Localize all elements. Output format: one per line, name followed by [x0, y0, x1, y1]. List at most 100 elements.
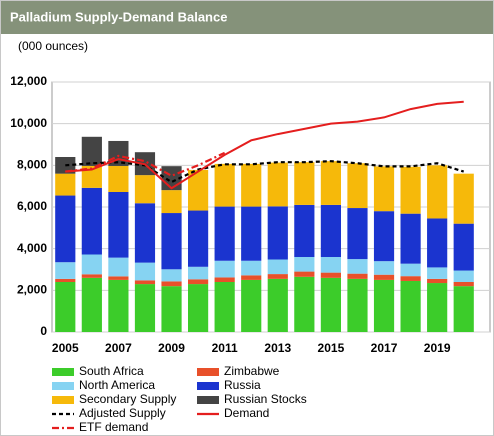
bar-segment — [294, 204, 315, 257]
bar-segment — [400, 280, 421, 332]
bar-segment — [188, 169, 209, 211]
bar-segment — [241, 260, 262, 276]
bar-segment — [81, 274, 102, 278]
bar-segment — [214, 277, 235, 282]
bar-segment — [81, 165, 102, 188]
y-tick-label: 2,000 — [17, 283, 47, 297]
bar-segment — [427, 283, 448, 332]
bar-segment — [188, 210, 209, 267]
x-tick-label: 2019 — [424, 341, 451, 355]
legend-label: South Africa — [79, 364, 144, 378]
line-series — [65, 160, 465, 184]
bar-segment — [267, 162, 288, 207]
bar-segment — [373, 166, 395, 212]
bar-segment — [400, 276, 421, 281]
legend-label: Demand — [224, 406, 269, 420]
bar-segment — [320, 277, 341, 332]
legend-swatch — [197, 382, 219, 390]
bar-segment — [108, 276, 129, 280]
line-series — [65, 151, 226, 177]
line-series — [65, 100, 464, 190]
bar-segment — [214, 206, 235, 261]
bar-segment — [373, 279, 395, 332]
bar-segment — [373, 211, 395, 262]
bar-segment — [55, 195, 76, 263]
y-tick-label: 12,000 — [10, 74, 47, 88]
bar-segment — [320, 272, 341, 278]
legend-swatch — [52, 382, 74, 390]
bar-segment — [320, 161, 341, 205]
bar-segment — [294, 271, 315, 277]
bar-segment — [81, 187, 102, 255]
bar-segment — [161, 190, 182, 214]
legend-swatch — [197, 368, 219, 376]
bar-segment — [55, 157, 76, 174]
bar-segment — [81, 277, 102, 332]
bar-segment — [294, 257, 315, 272]
y-axis-label: (000 ounces) — [18, 39, 88, 53]
header-bar — [1, 1, 493, 34]
bar-segment — [55, 262, 76, 279]
bar-segment — [347, 259, 368, 274]
bar-segment — [134, 284, 156, 332]
x-tick-label: 2011 — [212, 341, 238, 355]
bar-segment — [427, 218, 448, 268]
y-tick-label: 4,000 — [17, 241, 47, 255]
legend-label: Adjusted Supply — [79, 406, 166, 420]
x-tick-label: 2009 — [158, 341, 185, 355]
y-tick-label: 10,000 — [10, 116, 47, 130]
bar-segment — [134, 203, 156, 263]
bar-segment — [453, 270, 474, 282]
bar-segment — [81, 254, 102, 275]
bar-segment — [161, 281, 182, 287]
x-tick-label: 2007 — [105, 341, 132, 355]
legend-swatch — [52, 368, 74, 376]
legend-label: North America — [79, 378, 155, 392]
bar-segment — [214, 163, 235, 207]
bar-segment — [267, 274, 288, 279]
bar-segment — [55, 282, 76, 332]
bar-segment — [453, 282, 474, 287]
bar-segment — [347, 273, 368, 279]
bar-segment — [108, 257, 129, 277]
bar-segment — [267, 206, 288, 260]
bar-segment — [427, 278, 448, 284]
bar-segment — [108, 192, 129, 258]
legend-label: Russia — [224, 378, 261, 392]
bar-segment — [400, 213, 421, 264]
bar-segment — [134, 175, 156, 204]
bar-segment — [188, 279, 209, 285]
bar-segment — [267, 259, 288, 275]
bar-segment — [400, 166, 421, 214]
bar-segment — [241, 206, 262, 261]
bar-segment — [294, 162, 315, 205]
legend-label: ETF demand — [79, 420, 148, 434]
bar-segment — [161, 269, 182, 282]
legend-swatch — [52, 396, 74, 404]
bar-segment — [453, 173, 474, 224]
legend-label: Secondary Supply — [79, 392, 176, 406]
legend-label: Zimbabwe — [224, 364, 280, 378]
bar-segment — [347, 163, 368, 209]
bar-segment — [55, 278, 76, 282]
y-tick-label: 6,000 — [17, 199, 47, 213]
x-tick-label: 2013 — [264, 341, 291, 355]
bar-segment — [188, 284, 209, 332]
bar-segment — [320, 257, 341, 273]
bar-segment — [241, 279, 262, 332]
bar-segment — [267, 278, 288, 332]
x-tick-label: 2017 — [371, 341, 398, 355]
bar-segment — [347, 208, 368, 260]
bar-segment — [55, 173, 76, 196]
bar-segment — [427, 267, 448, 279]
bar-segment — [453, 223, 474, 271]
x-tick-label: 2015 — [318, 341, 345, 355]
bar-segment — [400, 263, 421, 277]
y-tick-label: 0 — [40, 324, 47, 338]
bar-segment — [134, 280, 156, 285]
bar-segment — [214, 282, 235, 332]
bar-segment — [161, 213, 182, 270]
bar-segment — [161, 286, 182, 332]
bar-segment — [134, 262, 156, 281]
